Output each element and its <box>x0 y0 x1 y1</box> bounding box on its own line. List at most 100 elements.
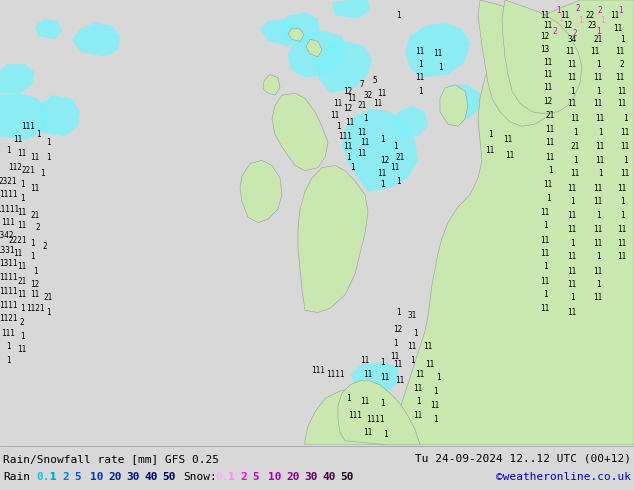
Text: 12: 12 <box>344 104 353 113</box>
Text: 1: 1 <box>570 294 574 302</box>
Polygon shape <box>263 74 280 95</box>
Text: 1: 1 <box>596 87 600 96</box>
Text: 2: 2 <box>42 242 48 251</box>
Text: 1: 1 <box>46 153 50 162</box>
Polygon shape <box>72 23 120 57</box>
Text: 2: 2 <box>576 4 580 13</box>
Text: 1: 1 <box>346 394 351 403</box>
Text: 1: 1 <box>543 263 547 271</box>
Text: 2221: 2221 <box>9 236 27 245</box>
Text: 11: 11 <box>13 135 23 144</box>
Text: 11: 11 <box>618 252 626 261</box>
Text: 11: 11 <box>595 143 605 151</box>
Text: 11: 11 <box>567 184 577 193</box>
Text: 11: 11 <box>567 280 577 289</box>
Text: 1: 1 <box>598 170 602 178</box>
Text: 1: 1 <box>418 87 422 96</box>
Text: 1: 1 <box>335 122 340 131</box>
Text: 11: 11 <box>593 197 603 206</box>
Text: 2: 2 <box>573 28 578 38</box>
Text: 1: 1 <box>555 6 560 15</box>
Polygon shape <box>272 93 328 171</box>
Text: 11: 11 <box>391 352 399 362</box>
Text: 1: 1 <box>570 197 574 206</box>
Text: 11: 11 <box>618 99 626 108</box>
Text: 3342: 3342 <box>0 231 14 241</box>
Text: 34: 34 <box>567 35 577 44</box>
Text: 1: 1 <box>46 138 50 147</box>
Text: 11: 11 <box>396 376 404 385</box>
Text: 1: 1 <box>570 239 574 247</box>
Text: 7: 7 <box>359 80 365 89</box>
Text: 1: 1 <box>432 415 437 423</box>
Text: 1: 1 <box>350 163 354 172</box>
Polygon shape <box>288 28 304 41</box>
Text: 1: 1 <box>6 342 10 351</box>
Text: 11: 11 <box>621 143 630 151</box>
Text: 11: 11 <box>393 360 403 368</box>
Text: 2: 2 <box>240 472 247 482</box>
Text: 1: 1 <box>619 35 624 44</box>
Polygon shape <box>440 85 480 119</box>
Text: 1: 1 <box>596 60 600 69</box>
Text: 11: 11 <box>17 263 27 271</box>
Text: 1: 1 <box>618 6 623 15</box>
Text: 11: 11 <box>391 163 399 172</box>
Text: 1: 1 <box>413 329 417 338</box>
Text: 10: 10 <box>268 472 281 482</box>
Polygon shape <box>350 362 398 393</box>
Text: 112: 112 <box>8 163 22 172</box>
Text: 11: 11 <box>567 267 577 275</box>
Text: 2: 2 <box>598 6 602 15</box>
Polygon shape <box>0 64 35 93</box>
Text: 1331: 1331 <box>0 246 14 255</box>
Text: 2321: 2321 <box>0 176 17 186</box>
Text: 11: 11 <box>377 89 387 98</box>
Text: 1: 1 <box>596 26 600 36</box>
Text: 11: 11 <box>17 148 27 158</box>
Text: 11: 11 <box>593 73 603 82</box>
Text: 12: 12 <box>543 97 553 106</box>
Polygon shape <box>278 12 320 44</box>
Text: 11: 11 <box>543 22 553 30</box>
Text: 11: 11 <box>567 252 577 261</box>
Text: 1: 1 <box>383 430 387 439</box>
Text: 221: 221 <box>21 166 35 175</box>
Polygon shape <box>338 381 420 445</box>
Text: 20: 20 <box>286 472 299 482</box>
Text: 11: 11 <box>567 225 577 234</box>
Text: 20: 20 <box>108 472 122 482</box>
Text: 1: 1 <box>380 180 384 189</box>
Text: 11: 11 <box>540 11 550 20</box>
Polygon shape <box>342 109 418 192</box>
Text: 11: 11 <box>595 115 605 123</box>
Text: 12: 12 <box>564 22 573 30</box>
Text: 1: 1 <box>437 63 443 72</box>
Text: Snow:: Snow: <box>183 472 217 482</box>
Text: 1: 1 <box>623 156 627 165</box>
Text: 11: 11 <box>567 60 577 69</box>
Text: 1: 1 <box>380 399 384 408</box>
Text: 1111: 1111 <box>0 273 17 282</box>
Text: 11: 11 <box>593 267 603 275</box>
Text: 11: 11 <box>616 47 624 56</box>
Text: 1111: 1111 <box>366 415 384 423</box>
Polygon shape <box>305 388 420 445</box>
Text: 1: 1 <box>36 130 41 139</box>
Text: 11: 11 <box>593 294 603 302</box>
Text: 1: 1 <box>228 472 235 482</box>
Text: 1: 1 <box>416 397 420 406</box>
Text: 11: 11 <box>415 47 425 56</box>
Text: 11: 11 <box>618 225 626 234</box>
Text: 11: 11 <box>30 291 39 299</box>
Text: 11: 11 <box>540 277 550 286</box>
Polygon shape <box>306 39 322 57</box>
Text: 1: 1 <box>619 211 624 220</box>
Text: 1: 1 <box>20 194 24 203</box>
Text: 11: 11 <box>595 156 605 165</box>
Text: 11: 11 <box>363 428 373 437</box>
Text: 1: 1 <box>596 280 600 289</box>
Text: 5: 5 <box>373 76 377 85</box>
Text: 111: 111 <box>1 218 15 227</box>
Text: 11: 11 <box>593 99 603 108</box>
